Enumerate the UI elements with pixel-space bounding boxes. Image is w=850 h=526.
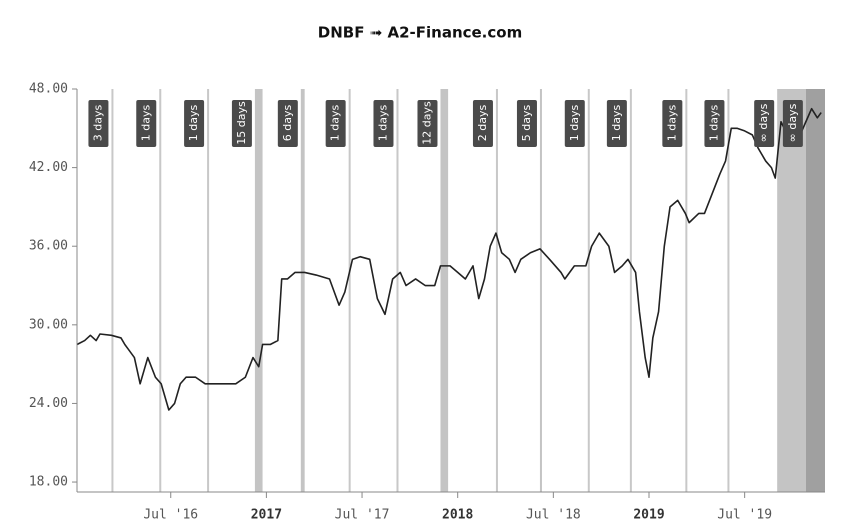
event-label: 1 days — [707, 105, 720, 142]
y-tick-label: 42.00 — [29, 160, 68, 175]
event-band — [539, 89, 542, 492]
x-tick-label: 2018 — [442, 508, 473, 523]
event-label: ∞ days — [757, 103, 770, 142]
event-band — [440, 89, 449, 492]
x-tick-label: Jul '17 — [335, 508, 390, 523]
event-label-box — [782, 100, 803, 147]
x-tick-label: 2019 — [633, 508, 664, 523]
event-label: 1 days — [376, 105, 389, 142]
event-label-box — [472, 100, 493, 147]
event-label: 1 days — [139, 105, 152, 142]
event-band — [495, 89, 498, 492]
event-band — [254, 89, 263, 492]
event-label-box — [704, 100, 725, 147]
event-label-box — [662, 100, 683, 147]
x-tick-label: Jul '16 — [143, 508, 198, 523]
y-tick-label: 48.00 — [29, 82, 68, 97]
chart-title: DNBF ➟ A2-Finance.com — [318, 24, 522, 42]
event-label-box — [184, 100, 205, 147]
event-band — [805, 89, 825, 492]
event-label: 1 days — [568, 105, 581, 142]
event-label: 6 days — [281, 105, 294, 142]
event-band — [348, 89, 351, 492]
event-band — [727, 89, 730, 492]
y-tick-label: 30.00 — [29, 317, 68, 332]
event-band — [685, 89, 688, 492]
event-label: 1 days — [187, 105, 200, 142]
event-label-box — [325, 100, 346, 147]
event-label-box — [231, 100, 252, 147]
event-label-box — [754, 100, 775, 147]
x-tick-label: 2017 — [251, 508, 282, 523]
event-band — [207, 89, 210, 492]
event-label-box — [564, 100, 585, 147]
event-label-box — [417, 100, 438, 147]
y-tick-label: 24.00 — [29, 396, 68, 411]
y-tick-label: 18.00 — [29, 475, 68, 490]
event-band — [629, 89, 632, 492]
price-line — [76, 107, 822, 411]
event-label-box — [88, 100, 109, 147]
event-band — [300, 89, 305, 492]
event-label: 3 days — [91, 105, 104, 142]
event-label: 12 days — [420, 101, 433, 145]
event-label: 2 days — [476, 105, 489, 142]
event-band — [396, 89, 399, 492]
event-label: ∞ days — [786, 103, 799, 142]
event-label-box — [373, 100, 394, 147]
event-band — [111, 89, 114, 492]
y-tick-label: 36.00 — [29, 239, 68, 254]
event-band — [159, 89, 162, 492]
event-label: 1 days — [329, 105, 342, 142]
x-tick-label: Jul '19 — [717, 508, 772, 523]
event-band — [587, 89, 590, 492]
event-label: 1 days — [665, 105, 678, 142]
event-label-box — [606, 100, 627, 147]
event-label-box — [136, 100, 157, 147]
x-tick-label: Jul '18 — [526, 508, 581, 523]
event-label: 1 days — [610, 105, 623, 142]
event-label: 15 days — [235, 101, 248, 145]
event-label-box — [277, 100, 298, 147]
event-band — [777, 89, 806, 492]
event-label-box — [516, 100, 537, 147]
event-label: 5 days — [520, 105, 533, 142]
